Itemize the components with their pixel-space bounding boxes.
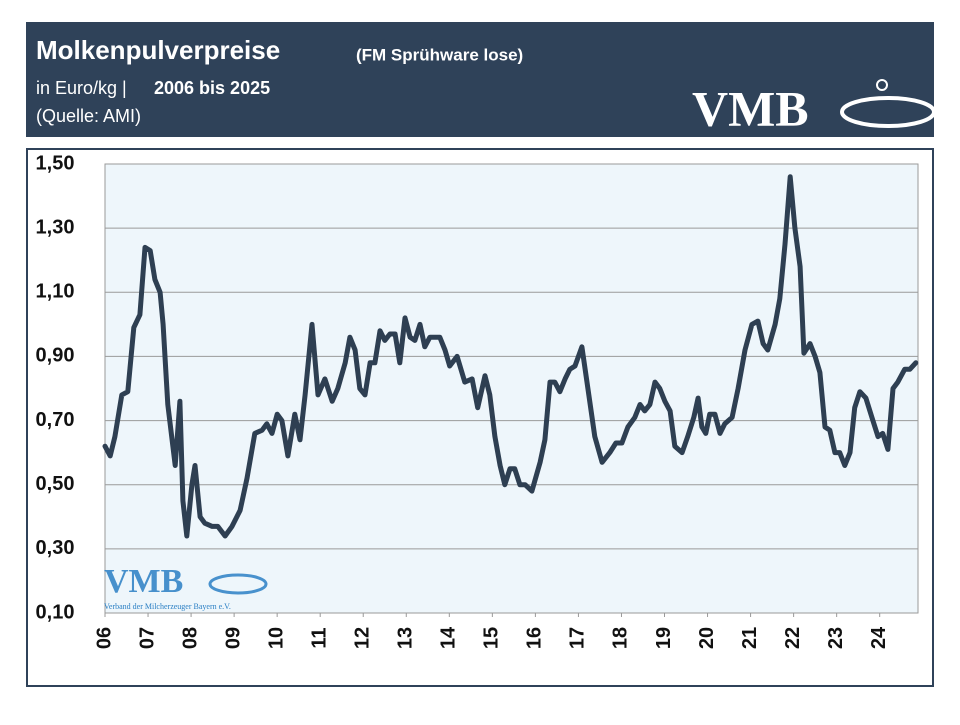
y-tick-label: 1,30 xyxy=(36,216,75,238)
x-tick-label: 19 xyxy=(653,627,675,649)
y-tick-label: 0,30 xyxy=(36,537,75,559)
y-tick-label: 0,70 xyxy=(36,409,75,431)
x-tick-label: 21 xyxy=(739,627,761,649)
x-tick-label: 07 xyxy=(136,627,158,649)
x-tick-label: 15 xyxy=(481,627,503,649)
logo-icon xyxy=(876,79,888,91)
x-tick-label: 17 xyxy=(567,627,589,649)
x-tick-label: 11 xyxy=(308,627,330,648)
x-tick-label: 10 xyxy=(265,627,287,649)
y-tick-label: 0,50 xyxy=(36,473,75,495)
x-tick-label: 16 xyxy=(524,627,546,649)
x-tick-label: 08 xyxy=(179,627,201,649)
x-tick-label: 09 xyxy=(222,627,244,649)
y-tick-label: 1,50 xyxy=(36,152,75,174)
y-tick-label: 0,10 xyxy=(36,601,75,623)
watermark-swirl xyxy=(208,573,268,595)
x-tick-label: 14 xyxy=(438,626,460,649)
x-tick-label: 13 xyxy=(395,627,417,649)
x-tick-label: 06 xyxy=(93,627,115,649)
title-note: (FM Sprühware lose) xyxy=(356,45,523,64)
x-tick-label: 12 xyxy=(352,627,374,649)
subtitle-period: 2006 bis 2025 xyxy=(154,78,270,98)
header-band xyxy=(26,22,934,137)
x-tick-label: 18 xyxy=(610,627,632,649)
y-tick-label: 1,10 xyxy=(36,281,75,303)
chart-title: Molkenpulverpreise xyxy=(36,35,280,65)
logo: VMB xyxy=(692,80,809,136)
y-tick-label: 0,90 xyxy=(36,345,75,367)
source: (Quelle: AMI) xyxy=(36,106,141,126)
plot-area xyxy=(104,163,919,614)
watermark: VMB xyxy=(104,563,183,600)
logo-swirl xyxy=(840,96,936,128)
subtitle-unit: in Euro/kg | xyxy=(36,78,127,98)
x-tick-label: 20 xyxy=(696,627,718,649)
x-tick-label: 24 xyxy=(868,626,890,649)
x-tick-label: 22 xyxy=(782,627,804,649)
price-line xyxy=(102,174,919,539)
watermark-caption: Verband der Milcherzeuger Bayern e.V. xyxy=(104,602,231,611)
x-tick-label: 23 xyxy=(825,627,847,649)
